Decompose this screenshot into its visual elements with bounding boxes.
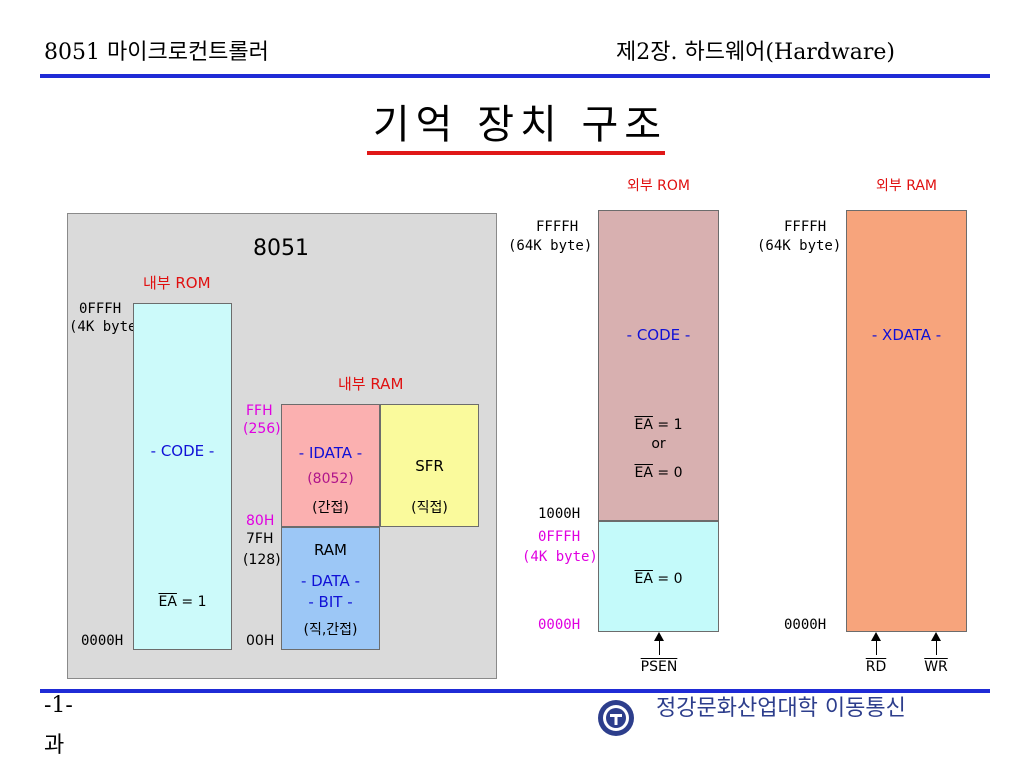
external-rom-ea0-label: EA = 0	[634, 465, 683, 481]
rd-arrow	[870, 632, 882, 655]
ram-size-256: (256)	[243, 421, 281, 437]
sfr-mode-label: (직접)	[411, 500, 448, 516]
ram-addr-7fh: 7FH	[246, 531, 274, 547]
psen-arrow	[653, 632, 665, 655]
external-rom-size-4k: (4K byte)	[522, 549, 598, 565]
wr-label: WR	[924, 659, 948, 675]
ram-addr-80h: 80H	[246, 513, 275, 529]
internal-rom-top-address: 0FFFH	[79, 301, 122, 317]
external-ram-title: 외부 RAM	[875, 178, 938, 194]
external-ram-xdata-label: - XDATA -	[871, 326, 942, 344]
ram-block	[281, 527, 380, 650]
external-ram-bottom-address: 0000H	[784, 617, 827, 633]
wr-arrow	[930, 632, 942, 655]
external-rom-size: (64K byte)	[508, 238, 593, 254]
idata-8052-label: (8052)	[307, 471, 354, 487]
external-rom-ea1-label: EA = 1	[634, 417, 683, 433]
external-rom-top-address: FFFFH	[536, 219, 579, 235]
internal-ram-title: 내부 RAM	[338, 375, 404, 393]
internal-rom-ea-label: EA = 1	[158, 594, 207, 610]
footer-divider	[40, 689, 990, 693]
school-name: 정강문화산업대학 이동통신	[656, 696, 906, 721]
ram-size-128: (128)	[243, 552, 281, 568]
ram-addr-ffh: FFH	[246, 403, 273, 419]
page-title: 기억 장치 구조	[372, 102, 668, 148]
idata-block	[281, 404, 380, 527]
header-course-title: 8051 마이크로컨트롤러	[44, 40, 269, 65]
external-rom-code-label: - CODE -	[626, 326, 691, 344]
psen-label: PSEN	[640, 659, 678, 675]
ram-addr-00h: 00H	[246, 633, 275, 649]
ram-label: RAM	[313, 541, 348, 559]
external-rom-title: 외부 ROM	[626, 178, 691, 194]
idata-mode-label: (간접)	[312, 500, 349, 516]
header-chapter-title: 제2장. 하드웨어(Hardware)	[616, 40, 895, 65]
school-logo-icon	[598, 700, 634, 736]
internal-rom-bottom-address: 0000H	[81, 633, 124, 649]
internal-rom-block	[133, 303, 232, 650]
rd-label: RD	[865, 659, 887, 675]
sfr-block	[380, 404, 479, 527]
internal-rom-size: (4K byte)	[69, 319, 145, 335]
data-label: - DATA -	[300, 572, 360, 590]
bit-label: - BIT -	[308, 593, 353, 611]
external-ram-top-address: FFFFH	[784, 219, 827, 235]
external-ram-block	[846, 210, 967, 632]
external-rom-lower-block	[598, 521, 719, 632]
chip-label: 8051	[253, 236, 309, 261]
header-divider	[40, 74, 990, 78]
external-rom-or-label: or	[651, 436, 666, 452]
external-rom-addr-0fffh: 0FFFH	[538, 529, 581, 545]
title-underline	[367, 151, 665, 155]
idata-label: - IDATA -	[298, 444, 363, 462]
external-rom-bottom-address: 0000H	[538, 617, 581, 633]
internal-rom-code-label: - CODE -	[150, 442, 215, 460]
external-ram-size: (64K byte)	[757, 238, 842, 254]
ram-mode-label: (직,간접)	[303, 622, 358, 638]
page-number: -1-	[44, 693, 73, 718]
sfr-label: SFR	[415, 457, 444, 475]
external-rom-ea-low-label: EA = 0	[634, 571, 683, 587]
internal-rom-title: 내부 ROM	[143, 274, 211, 292]
page-number-line2: 과	[44, 733, 65, 758]
external-rom-upper-block	[598, 210, 719, 521]
external-rom-addr-1000h: 1000H	[538, 506, 581, 522]
